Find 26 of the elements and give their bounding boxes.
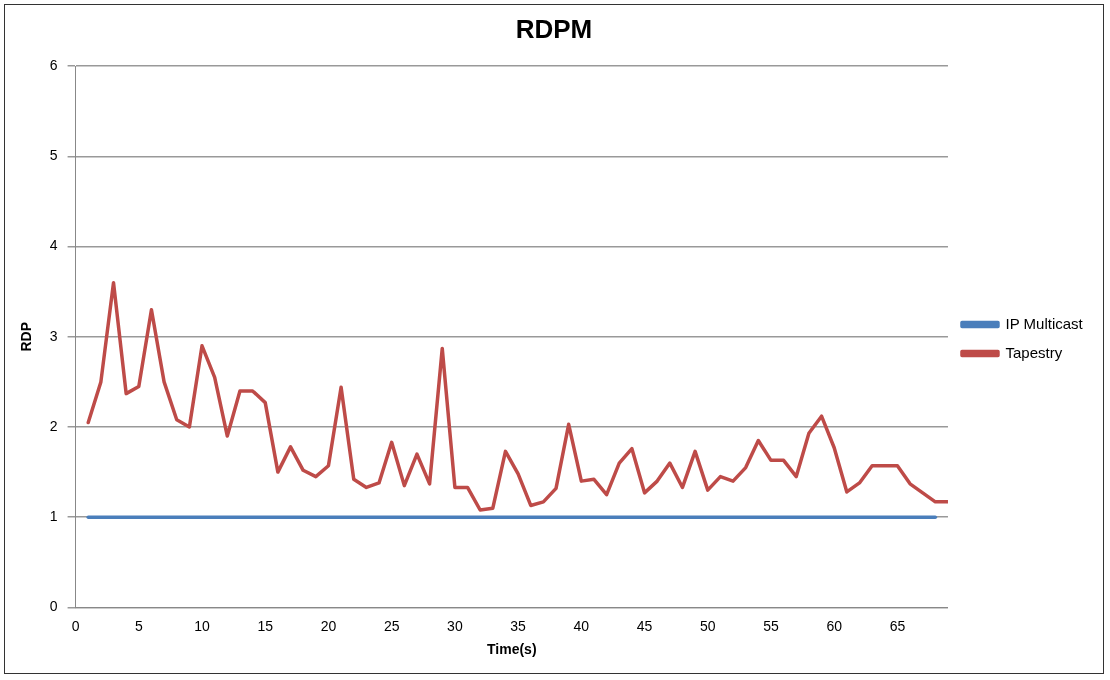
y-tick-label: 1 <box>49 508 58 525</box>
legend-label: IP Multicast <box>1005 314 1084 332</box>
x-tick-label: 5 <box>134 617 143 634</box>
x-tick-label: 55 <box>763 617 779 634</box>
x-tick-label: 40 <box>573 617 590 634</box>
chart-title: RDPM <box>515 13 593 44</box>
y-tick-label: 0 <box>49 598 58 615</box>
y-tick-label: 3 <box>49 327 58 344</box>
legend-label: Tapestry <box>1005 343 1063 361</box>
x-tick-label: 30 <box>447 617 463 634</box>
x-tick-label: 10 <box>194 617 211 634</box>
x-tick-label: 15 <box>257 617 274 634</box>
y-axis-title: RDP <box>18 322 35 352</box>
x-tick-label: 35 <box>510 617 527 634</box>
x-axis-title: Time(s) <box>487 641 537 658</box>
x-tick-label: 0 <box>71 617 80 634</box>
x-tick-label: 20 <box>320 617 337 634</box>
x-tick-label: 50 <box>699 617 716 634</box>
x-tick-label: 45 <box>636 617 653 634</box>
y-tick-label: 2 <box>49 417 58 434</box>
x-tick-label: 60 <box>826 617 843 634</box>
x-tick-label: 65 <box>889 617 906 634</box>
y-tick-label: 4 <box>49 237 58 254</box>
y-tick-label: 5 <box>49 147 58 164</box>
y-tick-label: 6 <box>49 57 58 74</box>
x-tick-label: 25 <box>383 617 400 634</box>
